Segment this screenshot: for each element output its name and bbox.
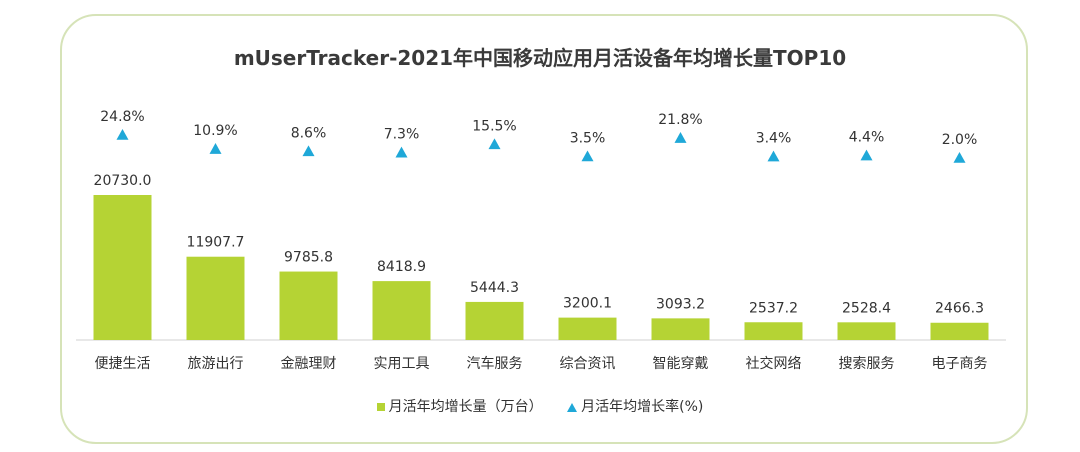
legend-label-rate: 月活年均增长率(%) xyxy=(581,399,704,415)
category-label: 汽车服务 xyxy=(467,355,523,372)
bar-value-label: 3200.1 xyxy=(563,296,612,312)
bar-8 xyxy=(837,322,896,340)
category-label: 智能穿戴 xyxy=(653,356,709,372)
bar-value-label: 9785.8 xyxy=(284,250,333,266)
legend-swatch-triangle xyxy=(567,402,578,412)
bar-value-label: 3093.2 xyxy=(656,296,705,312)
bar-value-label: 20730.0 xyxy=(94,173,152,189)
bar-value-label: 2466.3 xyxy=(935,301,984,317)
category-label: 旅游出行 xyxy=(188,356,244,372)
bar-9 xyxy=(930,322,989,340)
category-label: 综合资讯 xyxy=(560,356,616,372)
bar-3 xyxy=(372,281,431,340)
rate-value-label: 7.3% xyxy=(384,127,420,143)
rate-marker-6 xyxy=(674,132,687,143)
rate-marker-2 xyxy=(302,145,315,157)
legend-item-rate: 月活年均增长率(%) xyxy=(567,396,703,416)
rate-value-label: 15.5% xyxy=(472,118,516,134)
chart-legend: 月活年均增长量（万台） 月活年均增长率(%) xyxy=(0,396,1080,416)
bar-0 xyxy=(93,195,152,340)
category-label: 实用工具 xyxy=(374,356,430,372)
legend-label-bar: 月活年均增长量（万台） xyxy=(388,399,543,415)
chart-card xyxy=(60,14,1028,444)
rate-value-label: 21.8% xyxy=(658,112,702,128)
rate-value-label: 24.8% xyxy=(100,109,144,125)
rate-value-label: 2.0% xyxy=(942,132,978,148)
bar-2 xyxy=(279,271,338,340)
bar-value-label: 2537.2 xyxy=(749,300,798,316)
rate-value-label: 4.4% xyxy=(849,130,885,146)
category-label: 便捷生活 xyxy=(95,356,151,372)
rate-marker-5 xyxy=(581,150,594,162)
rate-marker-1 xyxy=(209,143,222,154)
category-label: 金融理财 xyxy=(281,356,337,372)
category-label: 电子商务 xyxy=(932,356,988,372)
rate-value-label: 10.9% xyxy=(193,123,237,139)
rate-value-label: 3.4% xyxy=(756,131,792,147)
bar-value-label: 8418.9 xyxy=(377,259,426,275)
chart-title: mUserTracker-2021年中国移动应用月活设备年均增长量TOP10 xyxy=(233,46,847,70)
bar-5 xyxy=(558,317,617,340)
rate-marker-4 xyxy=(488,138,501,150)
bar-4 xyxy=(465,301,524,340)
rate-marker-7 xyxy=(767,150,780,162)
rate-marker-8 xyxy=(860,149,873,161)
rate-marker-0 xyxy=(116,129,129,140)
legend-swatch-bar xyxy=(376,403,385,411)
bar-value-label: 5444.3 xyxy=(470,280,519,296)
category-label: 搜索服务 xyxy=(839,355,895,372)
bar-1 xyxy=(186,256,245,340)
rate-marker-9 xyxy=(953,152,966,163)
rate-value-label: 8.6% xyxy=(291,125,327,141)
legend-item-bar: 月活年均增长量（万台） xyxy=(376,396,543,416)
bar-value-label: 2528.4 xyxy=(842,300,891,316)
bar-6 xyxy=(651,318,710,340)
rate-marker-3 xyxy=(395,146,408,158)
bar-7 xyxy=(744,322,803,340)
rate-value-label: 3.5% xyxy=(570,130,606,146)
category-label: 社交网络 xyxy=(746,355,802,372)
bar-value-label: 11907.7 xyxy=(187,235,245,251)
